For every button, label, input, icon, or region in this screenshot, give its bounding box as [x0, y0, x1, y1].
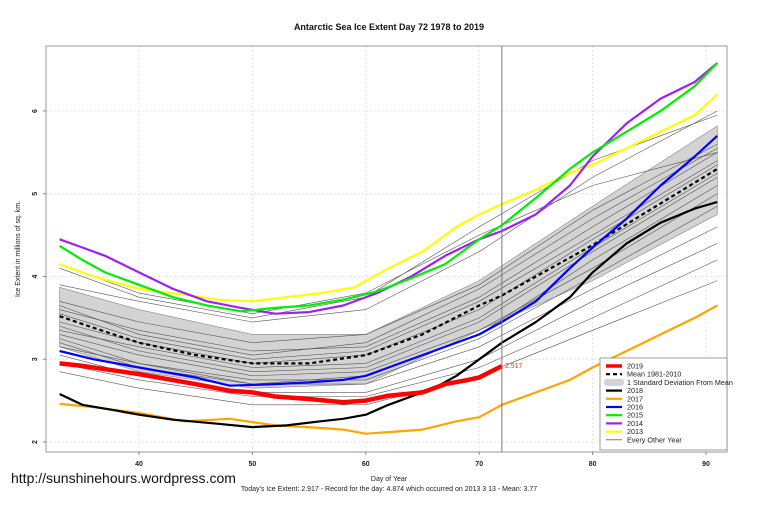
x-tick-label: 60	[362, 461, 370, 468]
other-year-line	[59, 280, 718, 406]
current-value-label: 2.917	[505, 363, 523, 370]
y-axis-label: Ice Extent in millions of sq. km.	[15, 201, 22, 297]
series-line-2015	[59, 62, 719, 313]
x-tick-label: 40	[135, 461, 143, 468]
y-tick-label: 2	[32, 440, 39, 444]
other-year-line	[59, 164, 718, 364]
legend-label: Every Other Year	[627, 435, 682, 444]
other-year-line	[59, 160, 718, 360]
other-year-line	[59, 143, 718, 344]
legend-swatch-1-standard-deviation-from-mean	[604, 378, 624, 386]
legend-label: 2018	[627, 386, 643, 395]
series-line-2016	[59, 134, 719, 387]
x-tick-label: 80	[589, 461, 597, 468]
legend-label: 2016	[627, 403, 643, 412]
legend-label: 2019	[627, 362, 643, 371]
other-year-line	[59, 147, 718, 356]
y-tick-label: 4	[32, 274, 39, 278]
other-year-line	[59, 259, 718, 397]
x-tick-label: 90	[702, 461, 710, 468]
legend-label: Mean 1981-2010	[627, 370, 681, 379]
watermark-url[interactable]: http://sunshinehours.wordpress.com	[11, 470, 236, 486]
series-line-2018	[59, 200, 718, 429]
x-axis: 40 50 60 70 80 90	[135, 452, 710, 468]
mean-1981-2010-line	[59, 167, 718, 365]
x-tick-label: 70	[475, 461, 483, 468]
legend-label: 2017	[627, 394, 643, 403]
y-axis: 2 3 4 5 6	[32, 109, 46, 444]
mean-line	[59, 167, 718, 365]
y-tick-label: 3	[32, 357, 39, 361]
x-tick-label: 50	[249, 461, 257, 468]
other-year-line	[59, 110, 718, 323]
legend-label: 2013	[627, 427, 643, 436]
series-line-2019	[59, 361, 503, 405]
sd-band-area	[59, 125, 718, 389]
other-year-line	[59, 193, 718, 377]
sd-band	[59, 125, 718, 389]
legend-label: 1 Standard Deviation From Mean	[627, 378, 733, 387]
y-tick-label: 6	[32, 109, 39, 113]
series-line-2017	[59, 304, 718, 435]
other-year-line	[59, 176, 718, 373]
highlight-series	[59, 62, 719, 435]
legend-label: 2014	[627, 419, 643, 428]
chart-title: Antarctic Sea Ice Extent Day 72 1978 to …	[294, 22, 484, 32]
chart-subtitle: Today's Ice Extent: 2.917 - Record for t…	[241, 486, 537, 493]
y-tick-label: 5	[32, 192, 39, 196]
other-year-line	[59, 152, 718, 352]
legend-label: 2015	[627, 411, 643, 420]
plot-frame	[45, 45, 728, 453]
x-axis-label: Day of Year	[371, 476, 408, 483]
